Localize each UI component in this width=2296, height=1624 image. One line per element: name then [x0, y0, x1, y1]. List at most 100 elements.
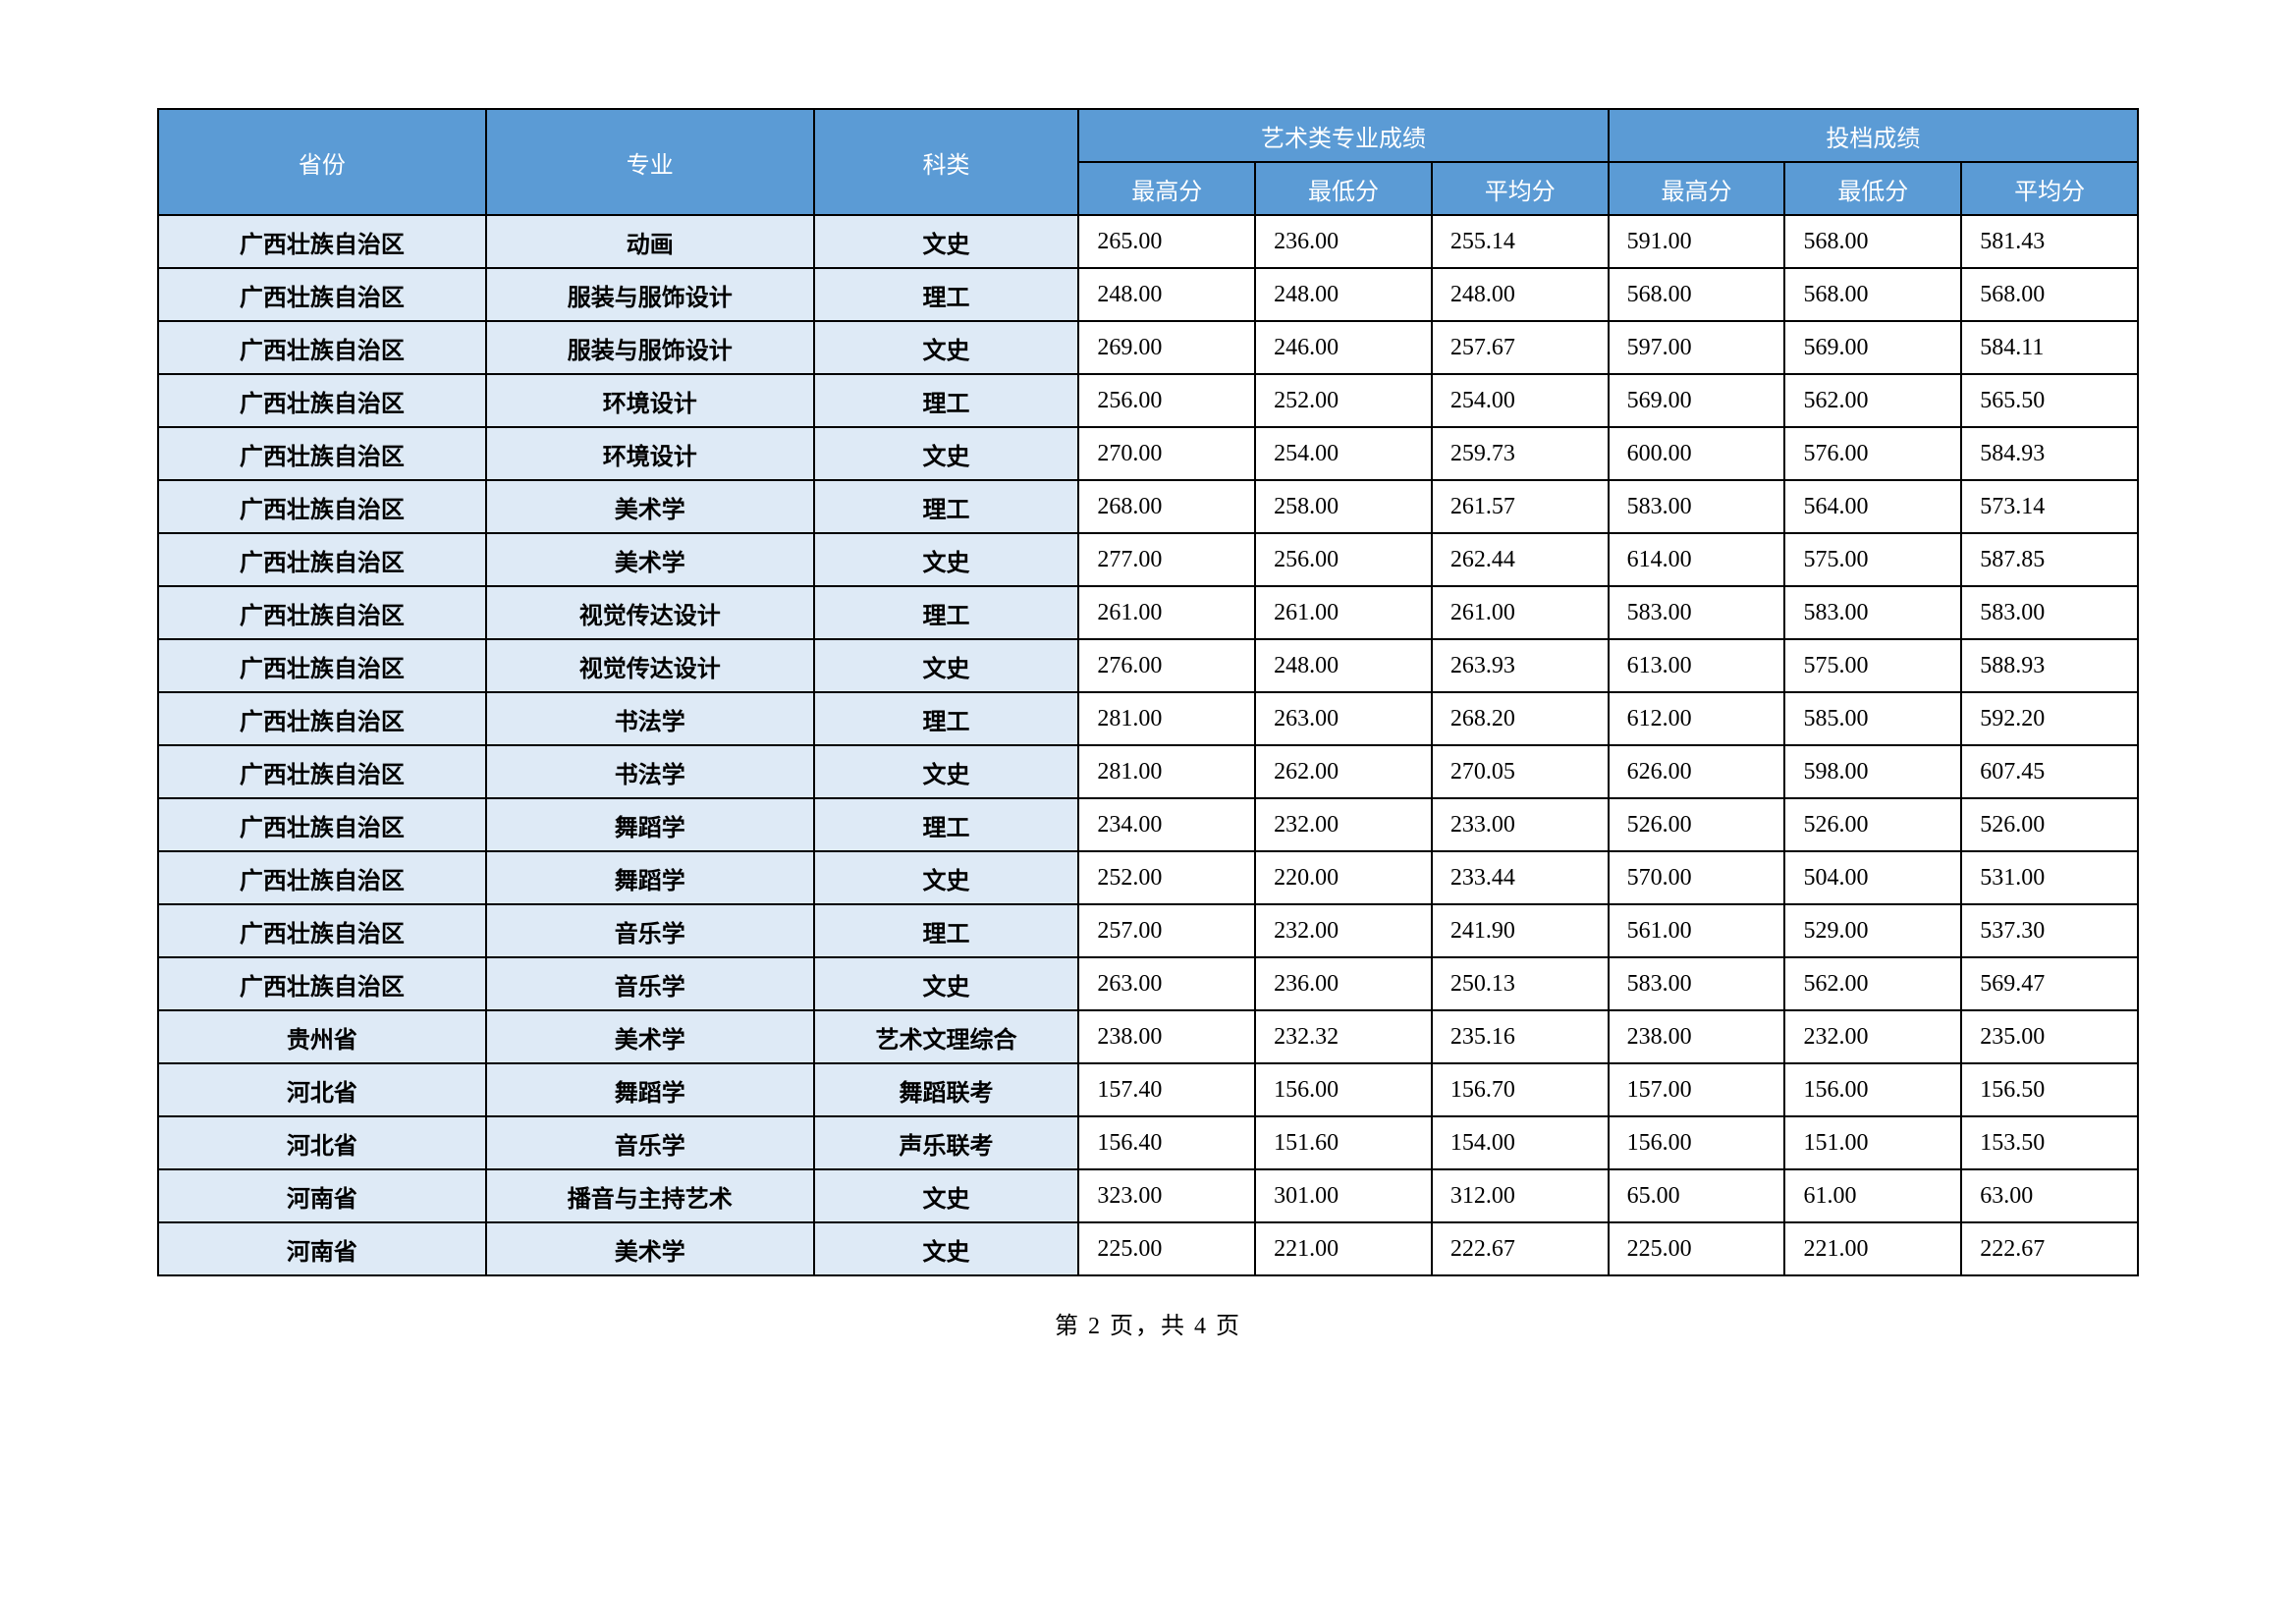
cell-adm-avg: 569.47 [1961, 957, 2138, 1010]
cell-art-max: 252.00 [1078, 851, 1255, 904]
cell-art-max: 323.00 [1078, 1169, 1255, 1222]
cell-art-min: 258.00 [1255, 480, 1432, 533]
cell-adm-avg: 587.85 [1961, 533, 2138, 586]
cell-major: 音乐学 [486, 904, 814, 957]
cell-category: 艺术文理综合 [814, 1010, 1079, 1063]
cell-art-max: 248.00 [1078, 268, 1255, 321]
col-art-avg: 平均分 [1432, 162, 1609, 215]
cell-art-avg: 235.16 [1432, 1010, 1609, 1063]
cell-art-min: 246.00 [1255, 321, 1432, 374]
cell-adm-min: 504.00 [1784, 851, 1961, 904]
cell-art-min: 232.00 [1255, 798, 1432, 851]
cell-adm-max: 526.00 [1609, 798, 1785, 851]
cell-adm-max: 561.00 [1609, 904, 1785, 957]
cell-major: 音乐学 [486, 957, 814, 1010]
cell-adm-avg: 565.50 [1961, 374, 2138, 427]
cell-art-avg: 248.00 [1432, 268, 1609, 321]
cell-category: 舞蹈联考 [814, 1063, 1079, 1116]
table-row: 河南省播音与主持艺术文史323.00301.00312.0065.0061.00… [158, 1169, 2138, 1222]
cell-adm-max: 591.00 [1609, 215, 1785, 268]
cell-adm-min: 564.00 [1784, 480, 1961, 533]
cell-major: 环境设计 [486, 427, 814, 480]
cell-major: 音乐学 [486, 1116, 814, 1169]
col-group-art: 艺术类专业成绩 [1078, 109, 1608, 162]
cell-art-max: 225.00 [1078, 1222, 1255, 1275]
cell-province: 广西壮族自治区 [158, 904, 486, 957]
cell-art-max: 276.00 [1078, 639, 1255, 692]
cell-major: 书法学 [486, 692, 814, 745]
cell-adm-max: 570.00 [1609, 851, 1785, 904]
cell-art-min: 263.00 [1255, 692, 1432, 745]
cell-art-avg: 312.00 [1432, 1169, 1609, 1222]
cell-adm-avg: 583.00 [1961, 586, 2138, 639]
cell-adm-max: 613.00 [1609, 639, 1785, 692]
cell-major: 视觉传达设计 [486, 639, 814, 692]
cell-art-min: 232.32 [1255, 1010, 1432, 1063]
col-group-admit: 投档成绩 [1609, 109, 2138, 162]
cell-art-avg: 268.20 [1432, 692, 1609, 745]
cell-art-min: 151.60 [1255, 1116, 1432, 1169]
col-province: 省份 [158, 109, 486, 215]
cell-province: 广西壮族自治区 [158, 480, 486, 533]
cell-category: 文史 [814, 957, 1079, 1010]
page-container: 省份 专业 科类 艺术类专业成绩 投档成绩 最高分 最低分 平均分 最高分 最低… [0, 0, 2296, 1340]
cell-art-min: 248.00 [1255, 639, 1432, 692]
cell-adm-avg: 584.11 [1961, 321, 2138, 374]
cell-adm-max: 225.00 [1609, 1222, 1785, 1275]
col-adm-avg: 平均分 [1961, 162, 2138, 215]
cell-art-avg: 259.73 [1432, 427, 1609, 480]
cell-adm-max: 569.00 [1609, 374, 1785, 427]
cell-category: 文史 [814, 321, 1079, 374]
cell-category: 理工 [814, 904, 1079, 957]
cell-adm-max: 156.00 [1609, 1116, 1785, 1169]
cell-province: 河南省 [158, 1222, 486, 1275]
cell-province: 广西壮族自治区 [158, 374, 486, 427]
cell-adm-avg: 235.00 [1961, 1010, 2138, 1063]
table-row: 广西壮族自治区舞蹈学文史252.00220.00233.44570.00504.… [158, 851, 2138, 904]
cell-art-min: 261.00 [1255, 586, 1432, 639]
cell-category: 文史 [814, 851, 1079, 904]
table-row: 广西壮族自治区舞蹈学理工234.00232.00233.00526.00526.… [158, 798, 2138, 851]
col-category: 科类 [814, 109, 1079, 215]
cell-adm-max: 597.00 [1609, 321, 1785, 374]
cell-adm-max: 600.00 [1609, 427, 1785, 480]
cell-adm-max: 614.00 [1609, 533, 1785, 586]
table-row: 广西壮族自治区动画文史265.00236.00255.14591.00568.0… [158, 215, 2138, 268]
cell-province: 广西壮族自治区 [158, 692, 486, 745]
cell-major: 美术学 [486, 480, 814, 533]
cell-adm-avg: 573.14 [1961, 480, 2138, 533]
cell-adm-min: 151.00 [1784, 1116, 1961, 1169]
cell-art-avg: 255.14 [1432, 215, 1609, 268]
cell-major: 舞蹈学 [486, 798, 814, 851]
cell-province: 广西壮族自治区 [158, 215, 486, 268]
cell-adm-avg: 537.30 [1961, 904, 2138, 957]
cell-art-min: 252.00 [1255, 374, 1432, 427]
cell-province: 广西壮族自治区 [158, 427, 486, 480]
cell-art-avg: 233.44 [1432, 851, 1609, 904]
cell-category: 理工 [814, 586, 1079, 639]
cell-major: 书法学 [486, 745, 814, 798]
cell-art-avg: 263.93 [1432, 639, 1609, 692]
cell-major: 视觉传达设计 [486, 586, 814, 639]
cell-province: 广西壮族自治区 [158, 268, 486, 321]
cell-adm-avg: 526.00 [1961, 798, 2138, 851]
cell-art-max: 263.00 [1078, 957, 1255, 1010]
cell-adm-min: 575.00 [1784, 639, 1961, 692]
cell-art-avg: 222.67 [1432, 1222, 1609, 1275]
cell-category: 声乐联考 [814, 1116, 1079, 1169]
cell-category: 理工 [814, 374, 1079, 427]
cell-art-avg: 270.05 [1432, 745, 1609, 798]
cell-art-min: 156.00 [1255, 1063, 1432, 1116]
cell-category: 文史 [814, 215, 1079, 268]
cell-art-min: 262.00 [1255, 745, 1432, 798]
cell-category: 理工 [814, 692, 1079, 745]
cell-adm-max: 583.00 [1609, 586, 1785, 639]
cell-art-min: 236.00 [1255, 215, 1432, 268]
table-row: 贵州省美术学艺术文理综合238.00232.32235.16238.00232.… [158, 1010, 2138, 1063]
cell-art-min: 254.00 [1255, 427, 1432, 480]
col-adm-min: 最低分 [1784, 162, 1961, 215]
cell-art-min: 221.00 [1255, 1222, 1432, 1275]
table-row: 广西壮族自治区环境设计文史270.00254.00259.73600.00576… [158, 427, 2138, 480]
cell-art-avg: 156.70 [1432, 1063, 1609, 1116]
table-row: 广西壮族自治区服装与服饰设计理工248.00248.00248.00568.00… [158, 268, 2138, 321]
